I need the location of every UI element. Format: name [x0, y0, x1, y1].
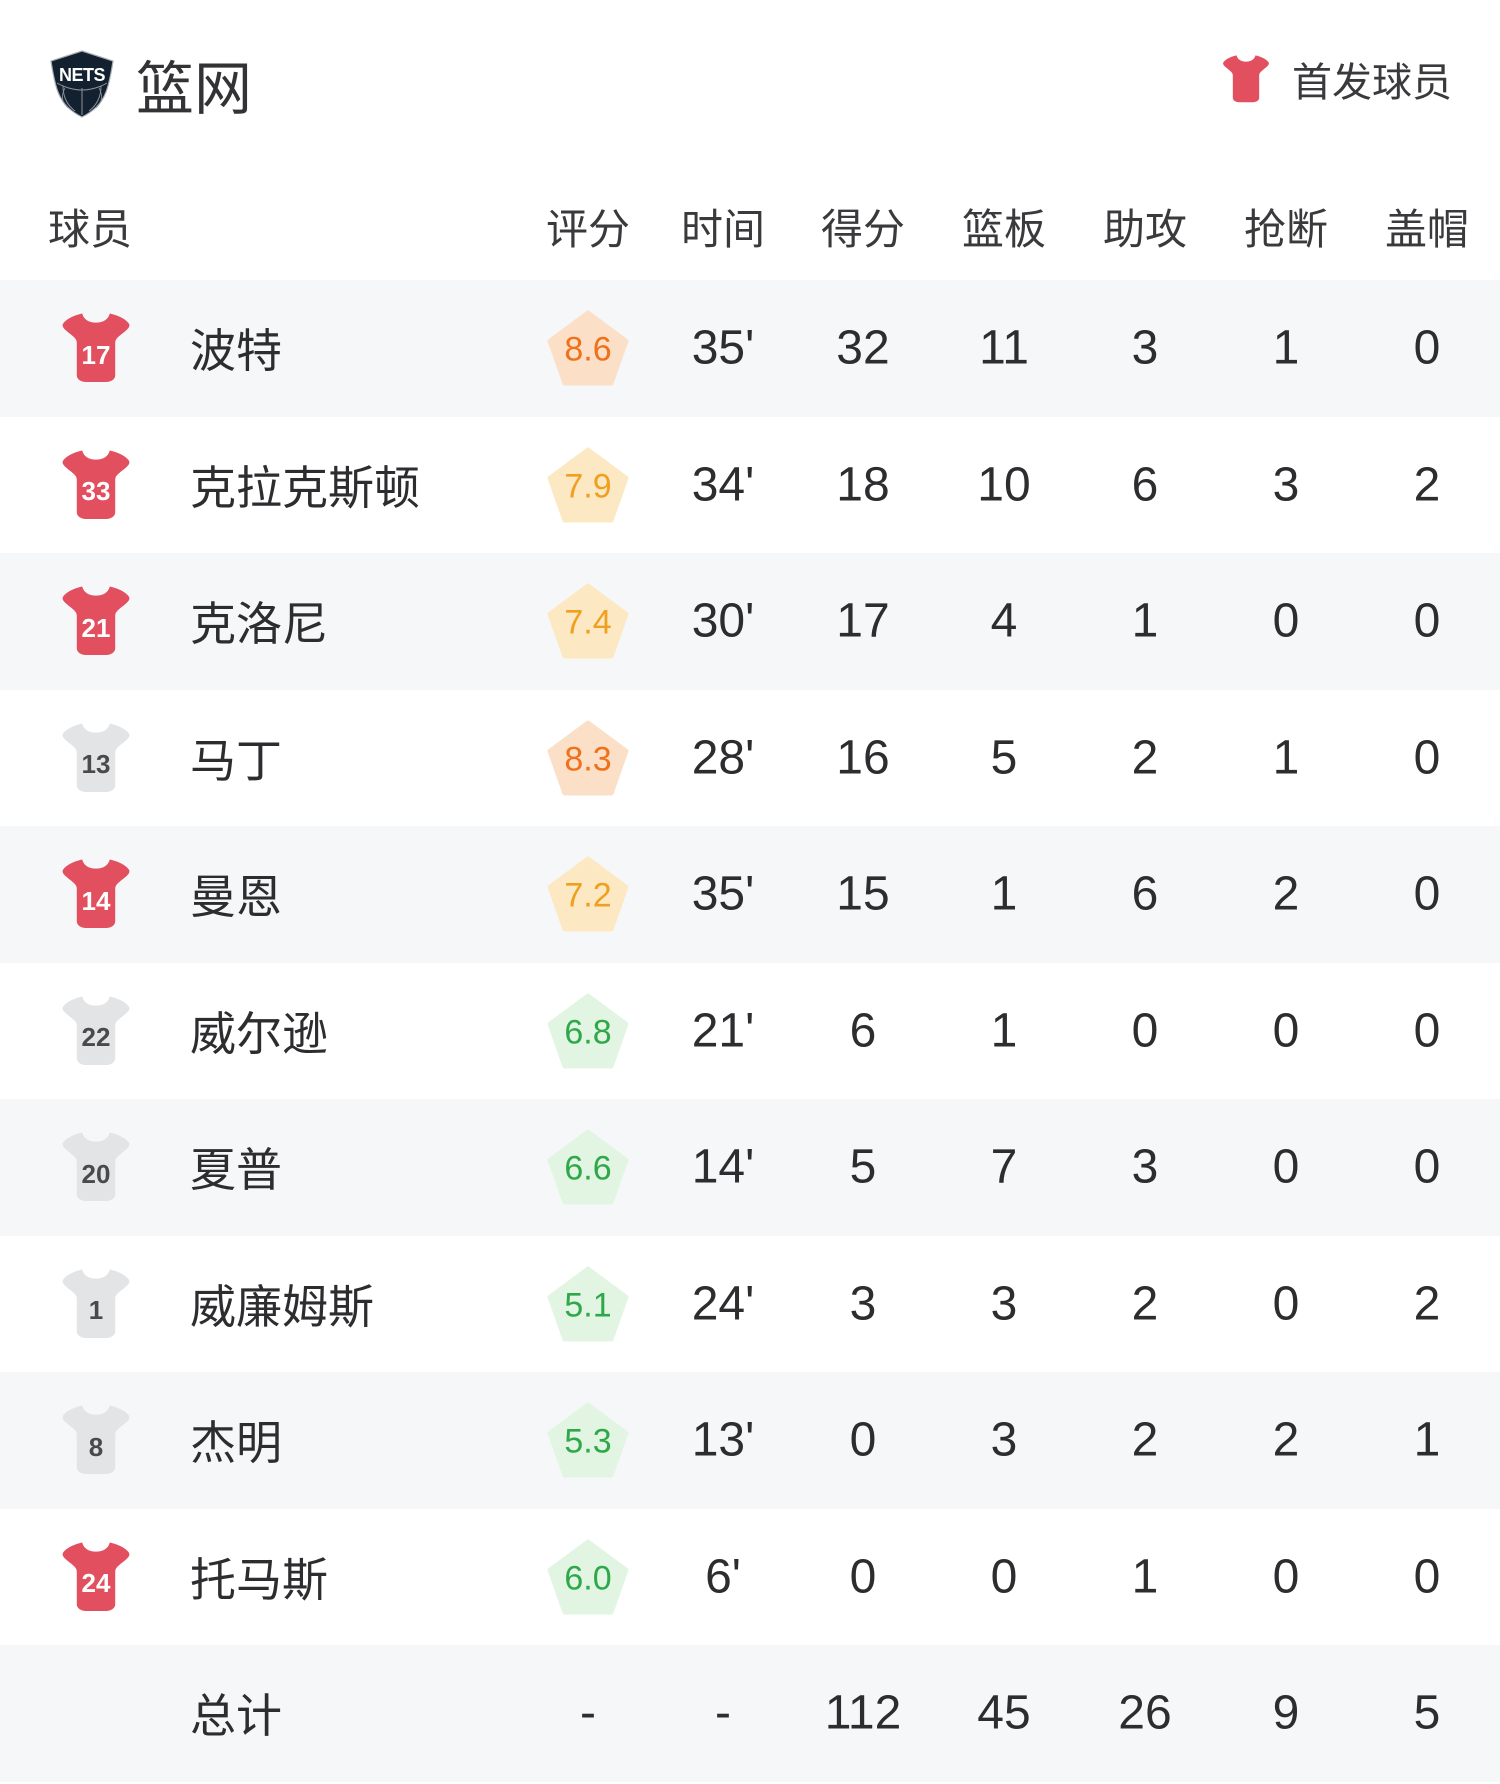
svg-text:NETS: NETS [59, 65, 106, 85]
